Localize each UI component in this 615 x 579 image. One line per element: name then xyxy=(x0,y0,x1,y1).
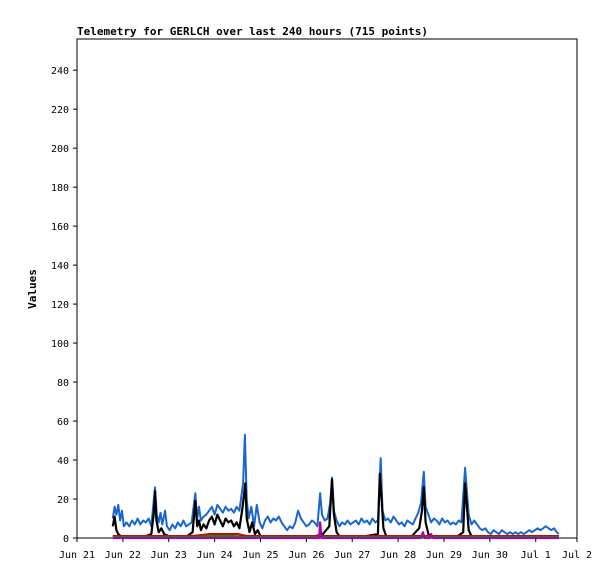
y-axis-label: Values xyxy=(26,269,39,309)
series-layer xyxy=(111,433,560,540)
chart-title: Telemetry for GERLCH over last 240 hours… xyxy=(77,25,428,38)
x-axis: Jun 21 Jun 22 Jun 23 Jun 24 Jun 25 Jun 26 Jun … xyxy=(59,538,592,561)
y-tick-label: 80 xyxy=(57,378,69,389)
x-tick-label: Jun 30 xyxy=(472,550,508,561)
x-tick-label: Jul 1 xyxy=(521,550,551,561)
x-tick-label: Jun 24 xyxy=(197,550,233,561)
y-tick-label: 180 xyxy=(51,183,69,194)
x-tick-label: Jun 21 xyxy=(59,550,95,561)
y-tick-label: 20 xyxy=(57,495,69,506)
y-tick-label: 220 xyxy=(51,105,69,116)
x-tick-label: Jul 2 xyxy=(562,550,592,561)
y-tick-label: 100 xyxy=(51,339,69,350)
series-line-5 xyxy=(112,521,559,540)
y-tick-label: 200 xyxy=(51,144,69,155)
y-tick-label: 240 xyxy=(51,66,69,77)
y-axis: 0 20 40 60 80 100 120 140 160 180 200 220 240 xyxy=(51,66,77,545)
y-tick-label: 120 xyxy=(51,300,69,311)
y-tick-label: 40 xyxy=(57,456,69,467)
series-line-2 xyxy=(111,472,559,538)
series-line-4 xyxy=(112,534,559,539)
x-tick-label: Jun 27 xyxy=(334,550,370,561)
y-tick-label: 140 xyxy=(51,261,69,272)
x-tick-label: Jun 26 xyxy=(288,550,324,561)
y-tick-label: 160 xyxy=(51,222,69,233)
x-tick-label: Jun 29 xyxy=(426,550,462,561)
x-tick-label: Jun 28 xyxy=(380,550,416,561)
y-tick-label: 0 xyxy=(63,534,69,545)
y-tick-label: 60 xyxy=(57,417,69,428)
x-tick-label: Jun 23 xyxy=(151,550,187,561)
x-tick-label: Jun 22 xyxy=(105,550,141,561)
x-tick-label: Jun 25 xyxy=(242,550,278,561)
plot-frame xyxy=(76,38,578,539)
